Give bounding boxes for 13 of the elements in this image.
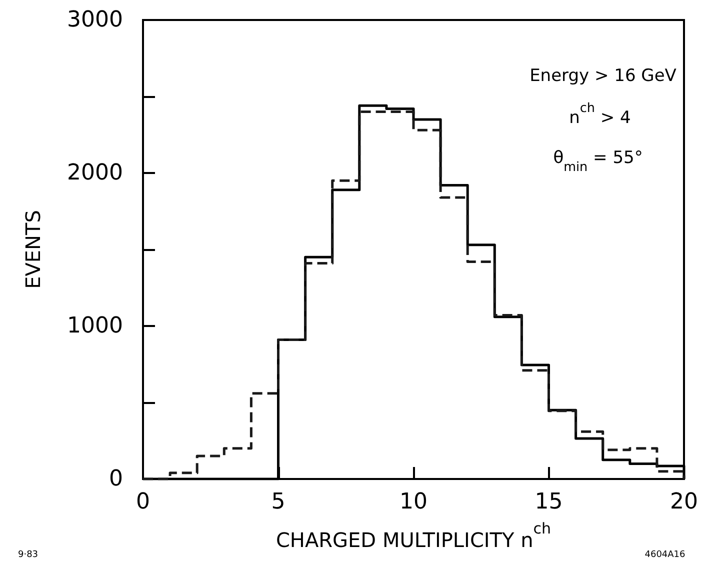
annotation: Energy > 16 GeV: [530, 66, 677, 86]
y-tick-label: 0: [109, 466, 123, 492]
x-tick-label: 10: [400, 490, 428, 514]
y-tick-label: 1000: [67, 314, 123, 338]
y-tick-label: 2000: [67, 160, 123, 186]
text: 9·83: [18, 550, 38, 560]
x-tick-label: 20: [670, 490, 698, 514]
text: 4604A16: [644, 550, 686, 560]
x-tick-label: 0: [136, 490, 150, 514]
y-tick-label: 3000: [67, 8, 123, 32]
x-tick-label: 5: [271, 490, 286, 514]
y-axis-title: EVENTS: [21, 210, 45, 289]
x-tick-label: 15: [534, 490, 563, 514]
